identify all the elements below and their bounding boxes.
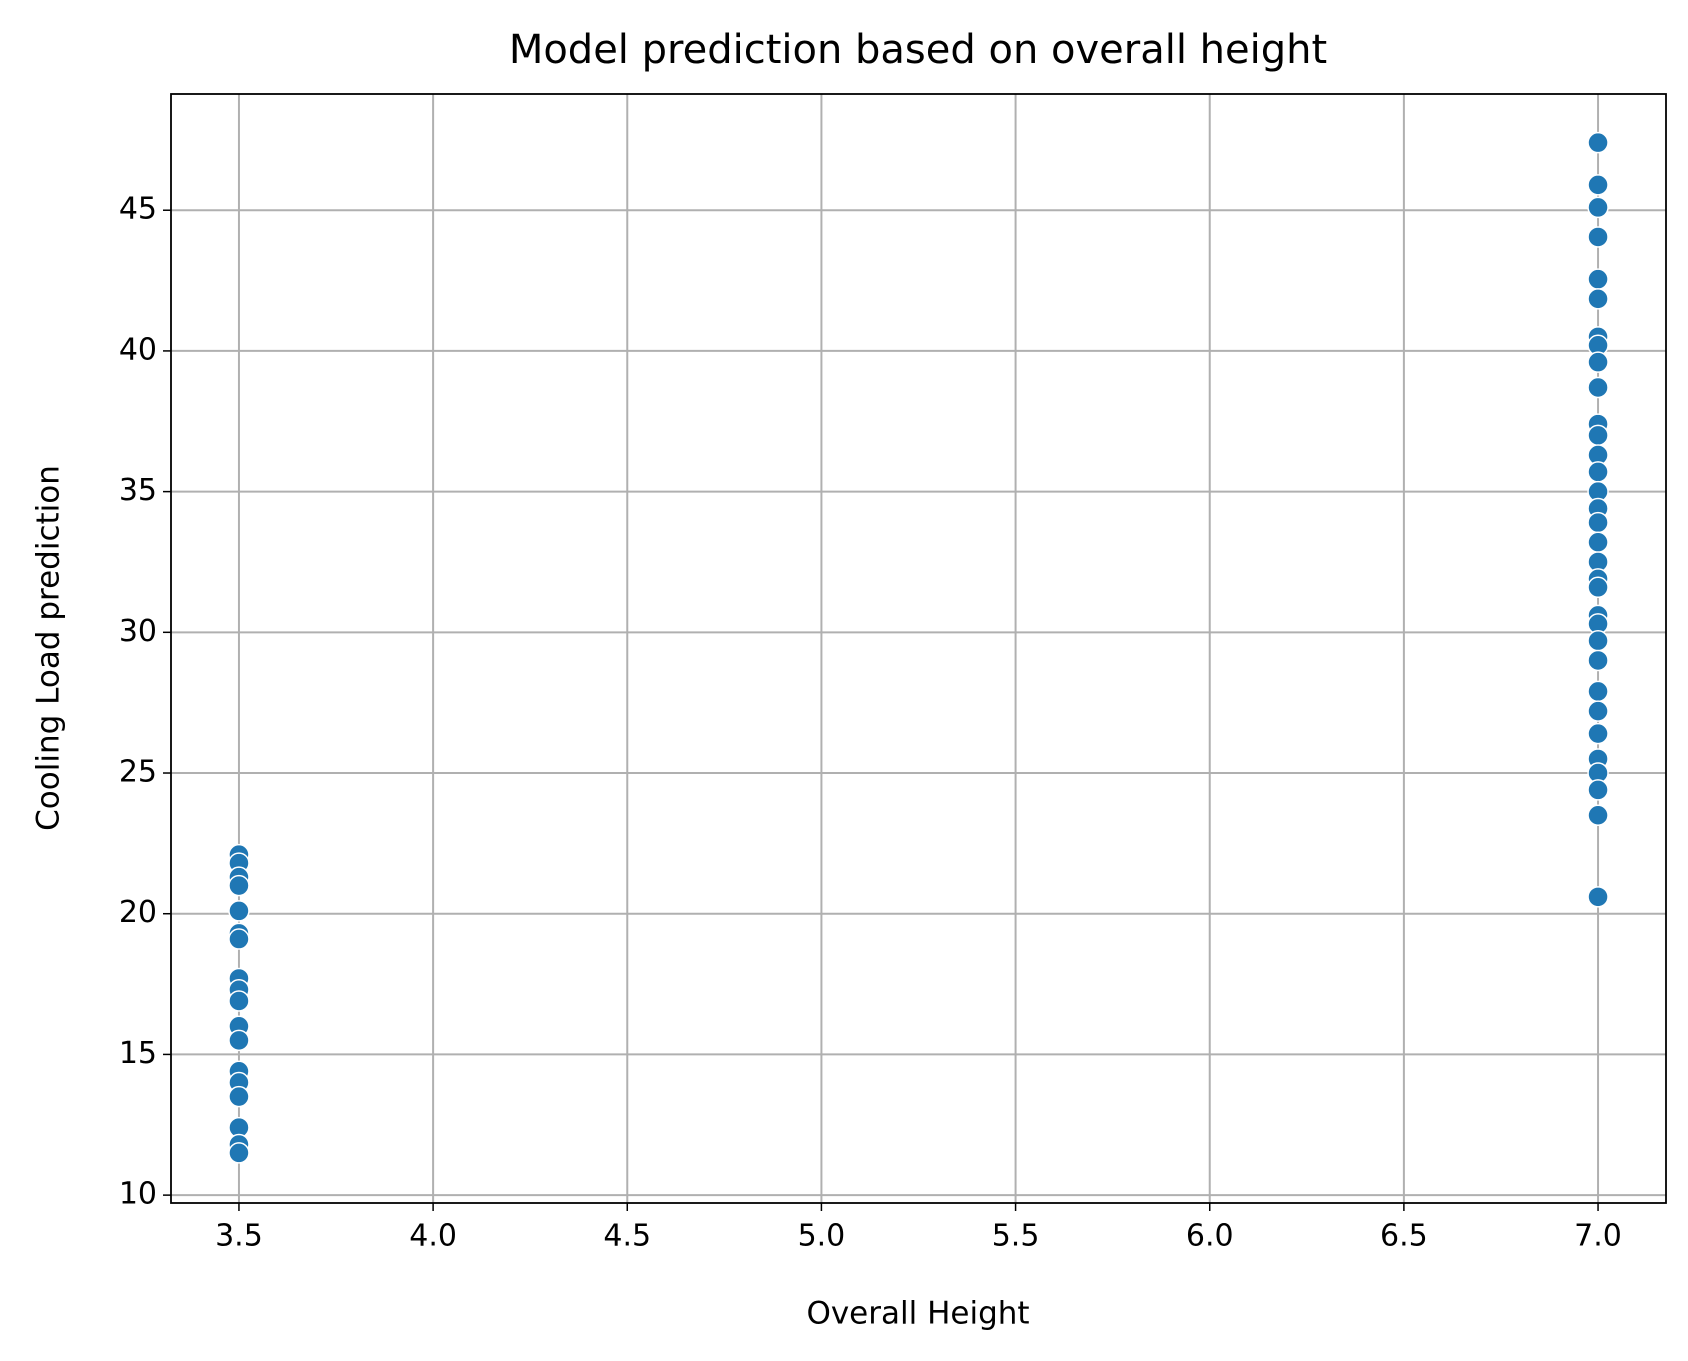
point [1587, 779, 1609, 801]
y-axis-label: Cooling Load prediction [31, 465, 67, 831]
point [1587, 376, 1609, 399]
chart-title: Model prediction based on overall height [509, 27, 1327, 73]
point [1587, 174, 1609, 196]
point [1587, 196, 1609, 219]
y-tick-label: 20 [119, 895, 157, 930]
point [228, 990, 250, 1012]
point [1587, 511, 1609, 534]
y-tick-label: 10 [119, 1177, 157, 1212]
point [1587, 649, 1609, 672]
x-tick-label: 6.0 [1186, 1219, 1234, 1254]
y-tick-label: 30 [119, 614, 157, 649]
point [1587, 288, 1609, 310]
y-tick-label: 25 [119, 755, 157, 790]
point [1587, 680, 1609, 703]
point [1587, 268, 1609, 290]
x-tick-label: 7.0 [1574, 1219, 1622, 1254]
point [1587, 424, 1609, 447]
y-tick-label: 45 [119, 192, 157, 227]
point [1587, 722, 1609, 745]
point [228, 874, 250, 897]
point [228, 1029, 250, 1052]
point [1587, 531, 1609, 554]
y-tick-label: 35 [119, 473, 157, 508]
x-tick-label: 4.5 [603, 1219, 651, 1254]
point [1587, 576, 1609, 599]
x-tick-label: 5.0 [798, 1219, 846, 1254]
point [228, 928, 250, 950]
point [1587, 700, 1609, 722]
point [228, 1142, 250, 1164]
point [1587, 351, 1609, 373]
x-tick-label: 6.5 [1380, 1219, 1428, 1254]
point [1587, 131, 1609, 154]
y-tick-label: 40 [119, 332, 157, 367]
point [1587, 226, 1609, 248]
point [1587, 886, 1609, 908]
plot-frame [170, 93, 1667, 1204]
x-axis-label: Overall Height [806, 1296, 1029, 1332]
point [1587, 804, 1609, 826]
point [1587, 630, 1609, 652]
x-tick-label: 5.5 [992, 1219, 1040, 1254]
y-tick-label: 15 [119, 1036, 157, 1071]
point [228, 1085, 250, 1108]
x-tick-label: 3.5 [215, 1219, 263, 1254]
point [1587, 461, 1609, 483]
x-tick-label: 4.0 [409, 1219, 457, 1254]
point [228, 900, 250, 922]
